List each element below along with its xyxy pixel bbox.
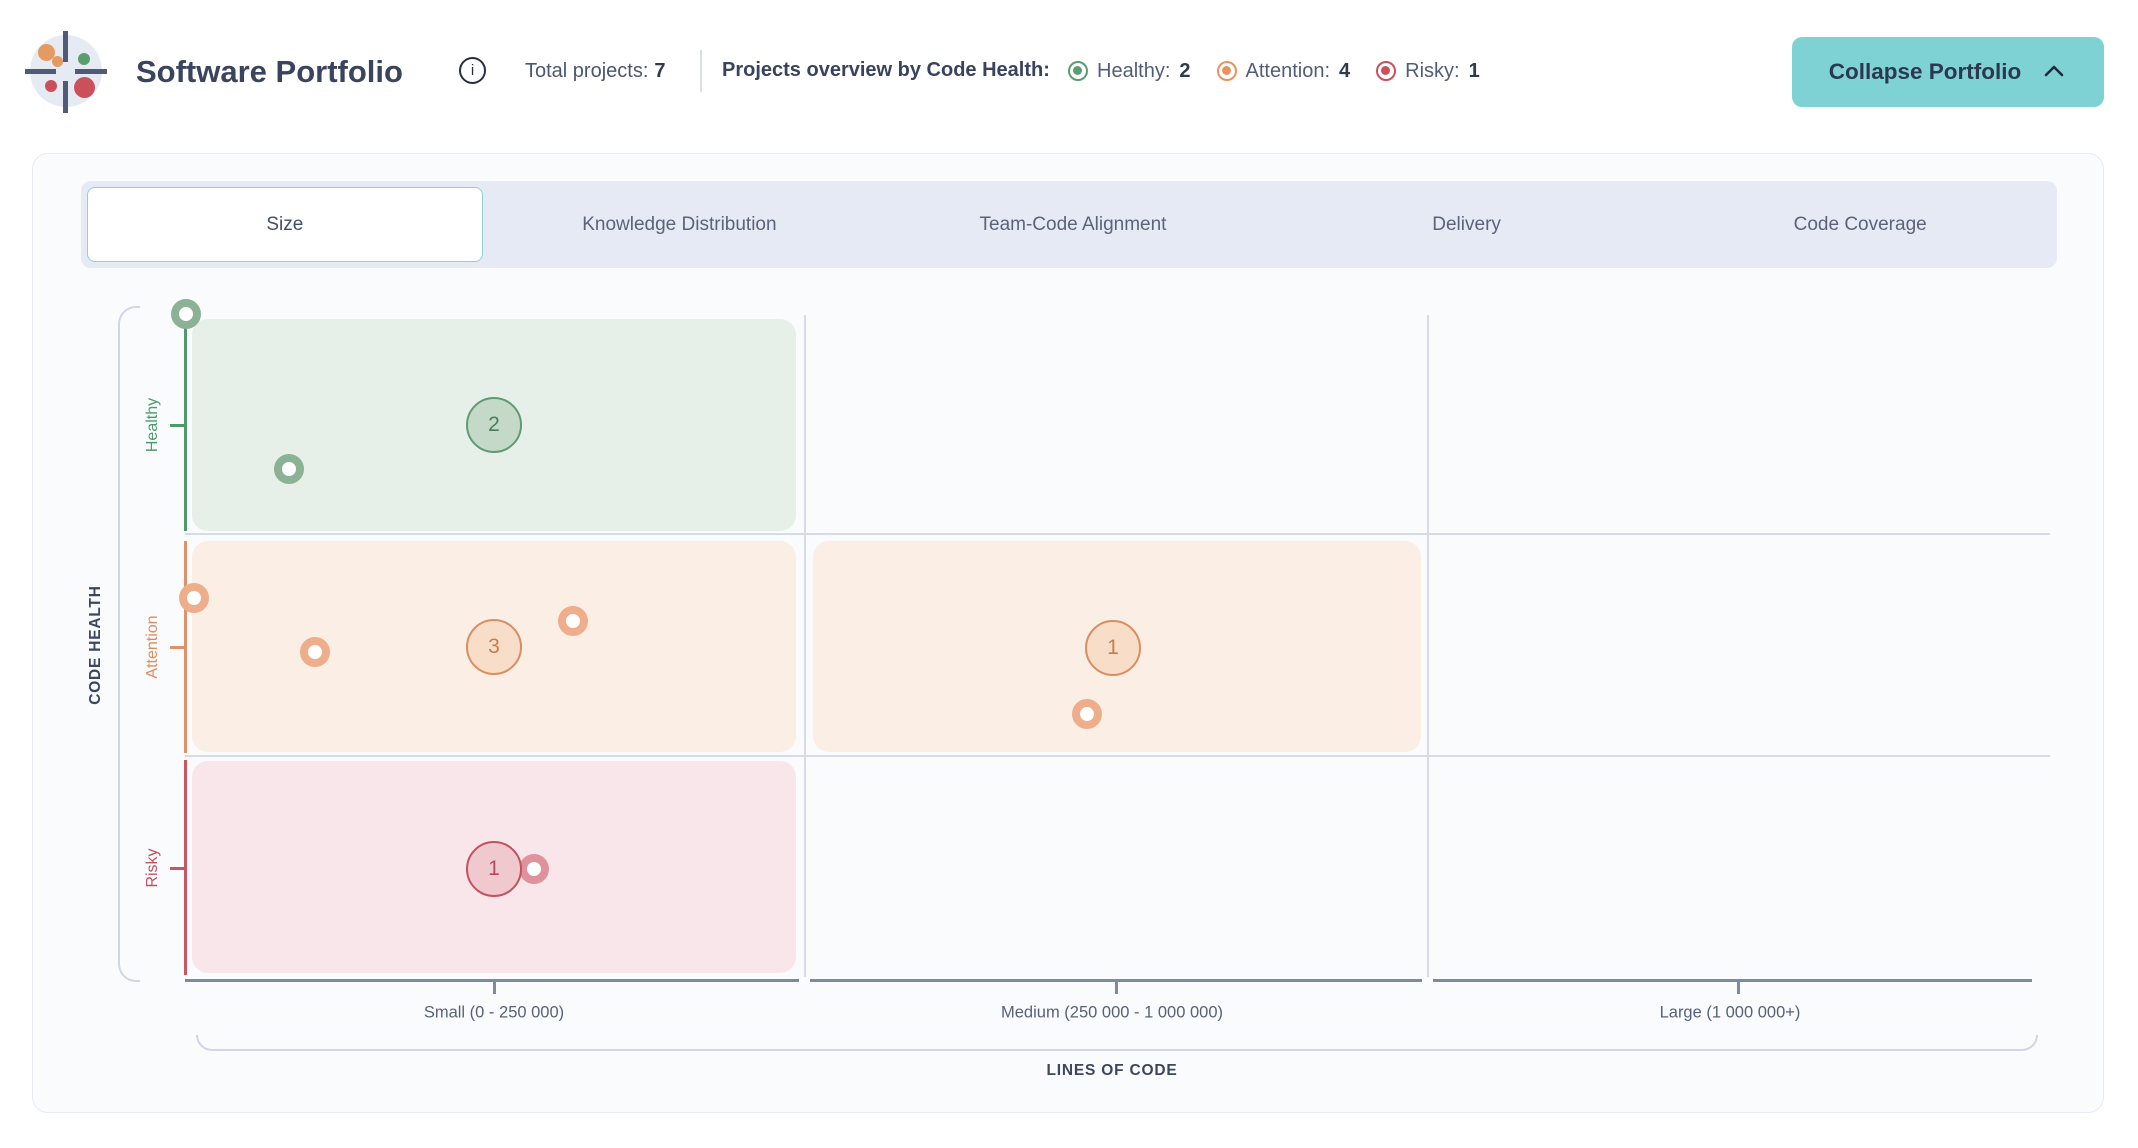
x-tick-medium [1115,979,1118,994]
collapse-portfolio-label: Collapse Portfolio [1828,59,2022,84]
y-axis-bracket [118,306,140,982]
y-tick-risky [170,867,185,870]
gridline-row-healthy-attention [185,533,2050,535]
x-axis-segment-large [1433,979,2032,982]
page-title: Software Portfolio [136,54,403,89]
x-label-small: Small (0 - 250 000) [423,1003,565,1022]
tab-team-code-alignment[interactable]: Team-Code Alignment [979,213,1167,235]
x-label-medium: Medium (250 000 - 1 000 000) [1001,1003,1223,1022]
cluster-bubble-attention-small[interactable]: 3 [466,619,522,675]
y-axis-segment-attention [184,541,187,753]
legend-healthy-value: 2 [1179,59,1191,82]
project-marker-attention-1[interactable] [179,583,209,613]
project-marker-attention-3[interactable] [558,606,588,636]
project-marker-risky-1[interactable] [519,854,549,884]
healthy-status-icon [1068,61,1088,81]
x-axis-title: LINES OF CODE [1046,1062,1178,1079]
legend-risky-label: Risky: [1405,59,1460,82]
gridline-col-small-medium [804,315,806,977]
tab-code-coverage[interactable]: Code Coverage [1793,213,1927,235]
logo-cross-gap [56,62,75,81]
x-axis-segment-small [185,979,799,982]
cluster-bubble-attention-medium[interactable]: 1 [1085,620,1141,676]
cluster-bubble-healthy-small[interactable]: 2 [466,397,522,453]
legend-healthy-label: Healthy: [1097,59,1171,82]
attention-status-icon [1216,61,1237,81]
y-axis-segment-healthy [184,317,187,531]
app-logo [25,31,107,113]
x-tick-large [1737,979,1740,994]
tab-knowledge-distribution[interactable]: Knowledge Distribution [582,213,777,235]
cluster-bubble-risky-small[interactable]: 1 [466,841,522,897]
project-marker-healthy-2[interactable] [274,454,304,484]
x-axis-bracket [196,1035,2038,1051]
total-projects-value: 7 [654,60,666,82]
logo-dot-red [74,77,95,98]
total-projects: Total projects: 7 [525,60,666,83]
logo-dot-green [78,53,90,65]
collapse-portfolio-button[interactable]: Collapse Portfolio [1792,37,2104,107]
x-tick-small [493,979,496,994]
chevron-up-icon [2044,65,2064,77]
x-label-large: Large (1 000 000+) [1659,1003,1801,1022]
y-label-healthy: Healthy [144,397,161,453]
y-tick-attention [170,646,185,649]
overview-label: Projects overview by Code Health: [722,59,1050,81]
tab-delivery[interactable]: Delivery [1432,213,1501,235]
total-projects-label: Total projects: [525,60,649,82]
legend-item-healthy: Healthy: 2 [1068,60,1191,83]
code-health-legend: Healthy: 2 Attention: 4 Risky: 1 [1068,55,1480,87]
legend-item-attention: Attention: 4 [1216,59,1351,83]
header-divider [700,50,702,92]
project-marker-attention-4[interactable] [1072,699,1102,729]
y-axis-segment-risky [184,760,187,975]
risky-status-icon [1376,61,1397,81]
logo-dot-red-small [45,80,57,92]
legend-risky-value: 1 [1468,59,1480,82]
y-label-attention: Attention [144,615,161,679]
y-tick-healthy [170,424,185,427]
project-marker-healthy-1[interactable] [171,299,201,329]
tab-size[interactable]: Size [87,187,483,262]
legend-attention-value: 4 [1339,59,1351,82]
logo-dot-orange [38,44,55,61]
logo-dot-orange-small [52,56,63,67]
chart-tabbar: Size Knowledge Distribution Team-Code Al… [81,181,2057,268]
info-icon[interactable]: i [459,57,486,84]
gridline-col-medium-large [1427,315,1429,977]
legend-item-risky: Risky: 1 [1376,60,1480,83]
y-label-risky: Risky [144,848,161,888]
legend-attention-label: Attention: [1245,59,1331,82]
y-axis-title: CODE HEALTH [87,585,104,705]
project-marker-attention-2[interactable] [300,637,330,667]
gridline-row-attention-risky [185,755,2050,757]
